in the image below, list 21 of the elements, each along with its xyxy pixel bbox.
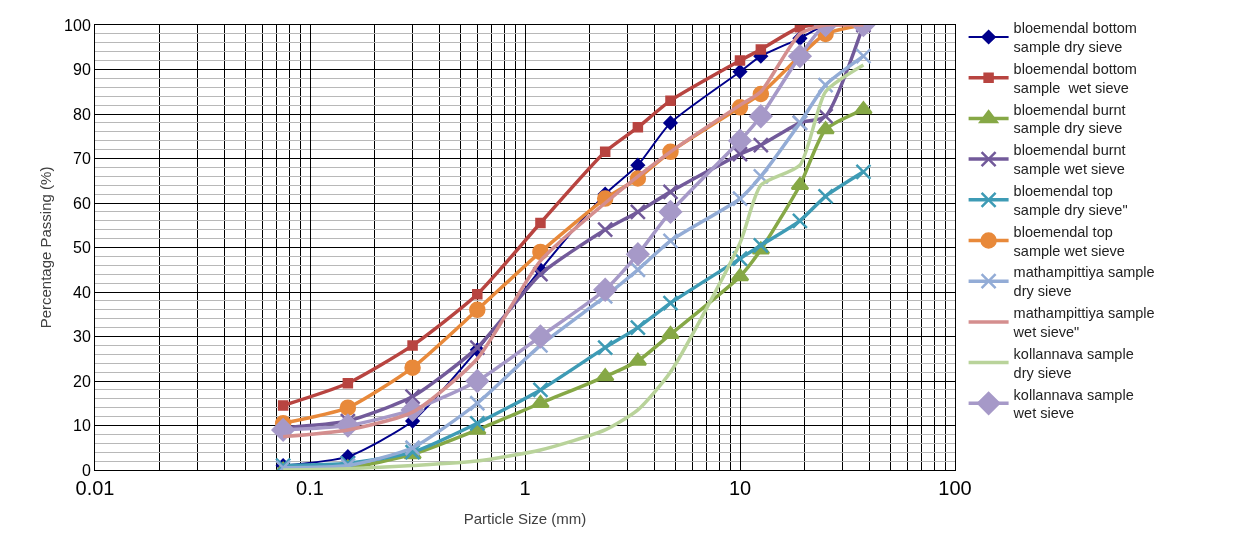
x-axis-title: Particle Size (mm) <box>463 510 587 527</box>
x-tick-label: 100 <box>938 477 972 499</box>
x-tick-label: 0.1 <box>296 477 324 499</box>
y-axis-title: Percentage Passing (%) <box>37 166 55 329</box>
y-tick-label: 10 <box>73 417 91 435</box>
y-tick-label: 100 <box>64 16 91 34</box>
x-tick-label: 1 <box>519 477 531 499</box>
y-tick-label: 70 <box>73 150 91 168</box>
y-tick-label: 40 <box>73 283 91 301</box>
x-tick-label: 0.01 <box>75 477 115 499</box>
legend-label: bloemendal top sample dry sieve" <box>1013 183 1128 218</box>
legend-label: kollannava sample wet sieve <box>1012 386 1134 422</box>
legend-label: mathampittiya sample wet sieve" <box>1012 305 1155 340</box>
y-tick-label: 60 <box>73 194 91 212</box>
y-tick-label: 90 <box>73 61 91 79</box>
x-tick-label: 10 <box>728 477 752 499</box>
y-tick-label: 80 <box>73 105 91 123</box>
y-tick-label: 20 <box>73 372 91 390</box>
y-tick-label: 0 <box>81 461 91 479</box>
y-tick-label: 30 <box>73 328 91 346</box>
y-tick-label: 50 <box>73 239 91 257</box>
